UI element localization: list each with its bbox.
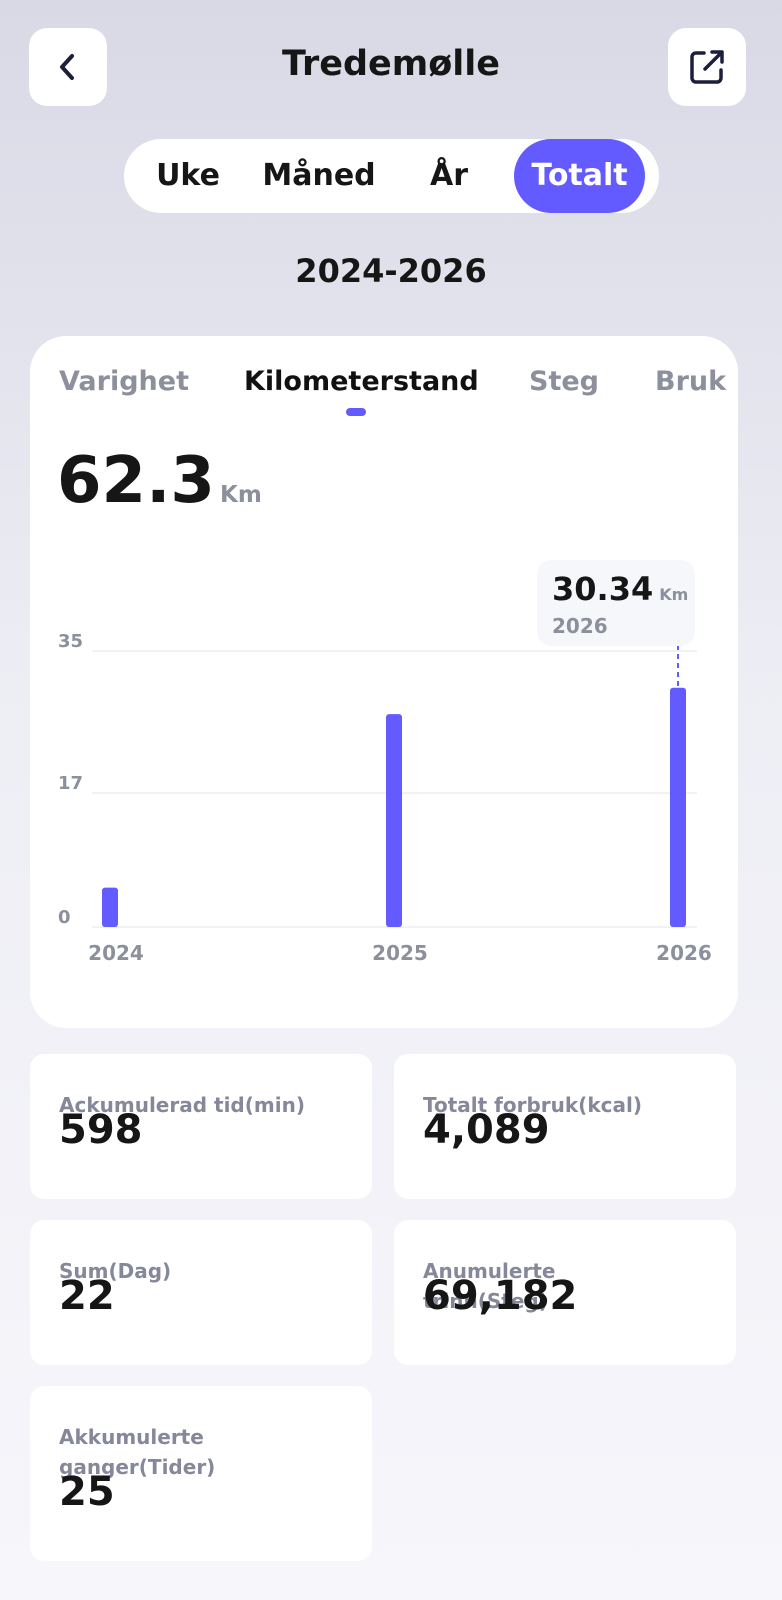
tab[interactable]: Uke [156,158,220,193]
stat-label: Sum(Dag) [59,1259,172,1283]
x-tick-label: 2026 [656,941,712,965]
total-unit: Km [220,482,262,508]
x-tick-label: 2025 [372,941,428,965]
stat-value: 69,182 [423,1273,578,1319]
stat-value: 25 [59,1469,115,1515]
stat-card: Sum(Dag) 22 [30,1220,372,1365]
stat-label: Akkumulerte ganger(Tider) [59,1425,216,1479]
total: 62.3 Km [57,444,262,518]
bar [102,887,118,927]
chart: 0 17 35 2024 2025 2026 30.34 Km 2026 [58,560,712,965]
share-button[interactable] [668,28,746,106]
bar [670,687,686,927]
stat-card: Akkumulerte ganger(Tider) 25 [30,1386,372,1561]
metric-tab[interactable]: Bruk [655,366,727,397]
tooltip: 30.34 Km [552,570,688,608]
x-tick-label: 2024 [88,941,144,965]
stat-label: Totalt forbruk(kcal) [423,1093,642,1117]
period-label: 2024-2026 [295,252,487,290]
share-icon [690,50,724,84]
bar [386,714,402,927]
stat-value: 22 [59,1273,115,1319]
back-icon [60,54,74,80]
stat-label: Anumulerte trinn(Steg) [423,1259,556,1313]
tooltip-unit: Km [659,585,688,604]
tab-indicator [346,408,366,416]
stat-card: Totalt forbruk(kcal) 4,089 [394,1054,736,1199]
tooltip-value: 30.34 [552,570,653,608]
tab[interactable]: Måned [262,158,376,193]
stat-card: Ackumulerad tid(min) 598 [30,1054,372,1199]
metric-tab[interactable]: Varighet [59,366,189,397]
metric-tab-active[interactable]: Kilometerstand [244,366,479,397]
period-selector: Uke Måned År Totalt [124,139,659,213]
page-title: Tredemølle [281,44,501,84]
y-tick-label: 17 [58,773,83,794]
metric-tab[interactable]: Steg [529,366,599,397]
tooltip-category: 2026 [552,614,608,638]
back-button[interactable] [29,28,107,106]
y-tick-label: 0 [58,907,71,928]
tab[interactable]: År [429,158,468,193]
chart-card: Varighet Kilometerstand Steg Bruk 62.3 K… [30,336,738,1028]
stat-value: 4,089 [423,1107,550,1153]
stat-card: Anumulerte trinn(Steg) 69,182 [394,1220,736,1365]
stat-value: 598 [59,1107,143,1153]
total-value: 62.3 [57,444,215,518]
stat-label: Ackumulerad tid(min) [59,1093,305,1117]
y-tick-label: 35 [58,631,83,652]
tooltip-box [537,560,695,646]
tab-active[interactable]: Totalt [514,139,645,213]
